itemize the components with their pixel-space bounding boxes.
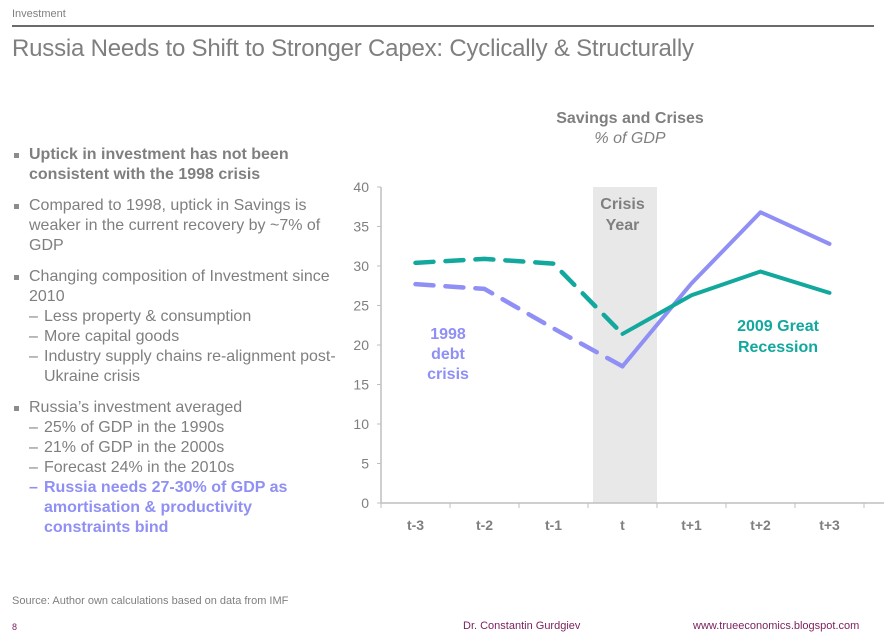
sub-bullet-item: –21% of GDP in the 2000s xyxy=(12,438,337,458)
bullet-square-icon xyxy=(14,204,19,209)
series-line-post-crisis xyxy=(620,210,832,369)
sub-bullet-text: More capital goods xyxy=(44,328,180,345)
crisis-year-label: Year xyxy=(606,217,640,234)
chart-title: Savings and Crises xyxy=(556,110,704,127)
page-number: 8 xyxy=(12,622,18,632)
series-line-pre-crisis xyxy=(413,281,625,369)
x-tick-label: t-2 xyxy=(476,517,493,533)
dash-icon: – xyxy=(29,459,38,476)
bullet-text: Uptick in investment has not been consis… xyxy=(29,146,289,183)
y-tick-label: 40 xyxy=(353,179,369,195)
dash-icon: – xyxy=(29,328,38,345)
dash-icon: – xyxy=(29,348,38,365)
bullet-text: Compared to 1998, uptick in Savings is w… xyxy=(29,197,321,254)
dash-icon: – xyxy=(29,308,38,325)
series-line-post-crisis xyxy=(620,269,832,336)
x-tick-label: t+1 xyxy=(681,517,702,533)
crisis-year-band xyxy=(593,187,657,503)
sub-bullet-text: 21% of GDP in the 2000s xyxy=(44,439,225,456)
x-tick-label: t+2 xyxy=(750,517,771,533)
y-tick-label: 20 xyxy=(353,337,369,353)
x-tick-label: t+3 xyxy=(819,517,840,533)
bullet-square-icon xyxy=(14,275,19,280)
page-title: Russia Needs to Shift to Stronger Capex:… xyxy=(12,35,694,62)
bullet-text: Changing composition of Investment since… xyxy=(29,268,330,305)
x-tick-label: t-1 xyxy=(545,517,562,533)
dash-icon: – xyxy=(29,439,38,456)
sub-bullet-item: – Forecast 24% in the 2010s xyxy=(12,458,337,478)
y-tick-label: 35 xyxy=(353,219,369,235)
y-tick-label: 5 xyxy=(361,456,369,472)
series-label-1998: crisis xyxy=(427,366,469,383)
series-label-2009: Recession xyxy=(738,339,818,356)
series-line-pre-crisis xyxy=(413,256,625,337)
bullet-item: Changing composition of Investment since… xyxy=(12,267,337,387)
sub-bullet-item: – Industry supply chains re-alignment pos… xyxy=(12,347,337,387)
sub-bullet-list: –25% of GDP in the 1990s –21% of GDP in … xyxy=(12,418,337,538)
y-tick-label: 10 xyxy=(353,416,369,432)
section-label: Investment xyxy=(12,8,66,20)
sub-bullet-item-highlight: – Russia needs 27-30% of GDP as amortisat… xyxy=(12,478,337,538)
chart-subtitle: % of GDP xyxy=(594,130,666,147)
website-link: www.trueeconomics.blogspot.com xyxy=(693,620,860,632)
bullet-text: Russia’s investment averaged xyxy=(29,399,243,416)
bullet-item: Uptick in investment has not been consis… xyxy=(12,145,337,185)
sub-bullet-text: Forecast 24% in the 2010s xyxy=(44,459,235,476)
bullet-item: Compared to 1998, uptick in Savings is w… xyxy=(12,196,337,256)
y-tick-label: 25 xyxy=(353,298,369,314)
author-name: Dr. Constantin Gurdgiev xyxy=(463,620,581,632)
crisis-year-label: Crisis xyxy=(600,196,645,213)
y-tick-label: 30 xyxy=(353,258,369,274)
series-label-1998: 1998 xyxy=(430,326,466,343)
bullet-item: Russia’s investment averaged –25% of GDP… xyxy=(12,398,337,538)
header-divider xyxy=(12,25,874,27)
source-note: Source: Author own calculations based on… xyxy=(12,595,289,607)
bullet-square-icon xyxy=(14,406,19,411)
dash-icon: – xyxy=(29,479,38,496)
x-tick-label: t-3 xyxy=(407,517,424,533)
series-label-1998: debt xyxy=(431,346,465,363)
sub-bullet-item: –25% of GDP in the 1990s xyxy=(12,418,337,438)
series-label-2009: 2009 Great xyxy=(737,318,820,335)
sub-bullet-text: Industry supply chains re-alignment post… xyxy=(44,348,336,385)
sub-bullet-item: – Less property & consumption xyxy=(12,307,337,327)
dash-icon: – xyxy=(29,419,38,436)
sub-bullet-list: – Less property & consumption – More capit… xyxy=(12,307,337,387)
sub-bullet-text: 25% of GDP in the 1990s xyxy=(44,419,225,436)
y-tick-label: 0 xyxy=(361,495,369,511)
sub-bullet-text: Russia needs 27-30% of GDP as amortisati… xyxy=(44,479,288,536)
bullet-square-icon xyxy=(14,153,19,158)
bullet-list: Uptick in investment has not been consis… xyxy=(12,145,337,549)
sub-bullet-text: Less property & consumption xyxy=(44,308,252,325)
sub-bullet-item: – More capital goods xyxy=(12,327,337,347)
y-tick-label: 15 xyxy=(353,377,369,393)
x-tick-label: t xyxy=(620,517,625,533)
